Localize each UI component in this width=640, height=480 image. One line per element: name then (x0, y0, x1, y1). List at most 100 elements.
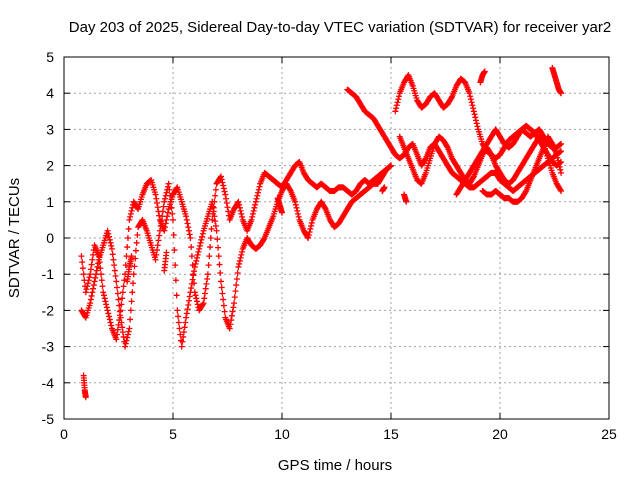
data-point (196, 245, 203, 252)
data-point (471, 111, 478, 118)
data-point (159, 213, 166, 220)
data-point (183, 216, 190, 223)
data-point (112, 273, 119, 280)
data-point (232, 288, 239, 295)
data-point (170, 231, 177, 238)
data-point (101, 295, 108, 302)
data-point (228, 317, 235, 324)
data-point (198, 236, 205, 243)
data-point (187, 235, 194, 241)
data-point (89, 289, 96, 296)
data-point (125, 225, 132, 232)
data-point (108, 242, 115, 249)
data-point (111, 267, 118, 274)
data-point (131, 263, 138, 270)
data-point (160, 203, 167, 210)
data-point (220, 302, 227, 309)
data-point (84, 280, 91, 287)
data-point (194, 301, 201, 308)
data-point (100, 289, 107, 296)
data-point (201, 290, 208, 297)
data-point (388, 162, 394, 169)
data-point (553, 151, 560, 158)
data-point (128, 298, 135, 305)
data-point (165, 180, 172, 187)
data-point (213, 227, 220, 234)
data-point (83, 286, 90, 293)
data-point (470, 108, 477, 115)
series-track-a (78, 158, 394, 343)
data-point (254, 192, 261, 199)
data-point (193, 298, 200, 305)
data-point (152, 191, 159, 198)
data-point (236, 260, 243, 267)
data-point (80, 271, 87, 278)
data-point (89, 256, 96, 263)
data-point (212, 218, 219, 225)
data-point (221, 308, 228, 315)
data-point (223, 200, 230, 207)
data-point (473, 117, 480, 124)
data-point (209, 216, 216, 223)
data-point (95, 260, 102, 267)
data-point (193, 254, 200, 261)
data-point (167, 192, 174, 199)
data-point (133, 239, 140, 246)
data-point (173, 292, 180, 299)
data-point (235, 263, 242, 270)
data-point (306, 228, 313, 235)
data-point (109, 251, 116, 258)
data-point (87, 271, 94, 278)
data-point (557, 166, 564, 173)
data-point (192, 292, 199, 299)
data-point (127, 307, 134, 314)
data-point (236, 257, 243, 264)
data-point (114, 290, 121, 297)
data-point (124, 331, 131, 338)
data-point (87, 300, 94, 307)
data-point (473, 120, 480, 127)
series-track-d (392, 72, 565, 162)
data-point (189, 276, 196, 283)
data-point (208, 225, 215, 232)
data-point (122, 343, 129, 350)
data-point (188, 253, 195, 260)
data-point (183, 310, 190, 317)
data-point (234, 269, 241, 276)
data-point (162, 224, 169, 231)
data-point (181, 324, 188, 331)
data-point (180, 333, 187, 340)
data-point (127, 316, 134, 323)
data-point (292, 201, 299, 208)
plot-points (78, 64, 565, 401)
data-point (227, 321, 234, 328)
x-tick-label: 15 (383, 426, 399, 442)
data-point (164, 209, 171, 216)
data-point (305, 235, 312, 241)
data-point (239, 248, 246, 255)
data-point (211, 213, 218, 220)
data-point (218, 284, 225, 291)
data-point (125, 328, 132, 335)
data-point (88, 292, 95, 299)
chart-title: Day 203 of 2025, Sidereal Day-to-day VTE… (69, 19, 611, 36)
x-tick-label: 20 (492, 426, 508, 442)
data-point (127, 210, 134, 217)
data-point (104, 307, 111, 314)
data-point (98, 271, 105, 278)
data-point (90, 282, 97, 289)
data-point (156, 232, 163, 239)
x-axis: 0 5 10 15 20 25 (60, 57, 617, 442)
data-point (178, 343, 185, 350)
data-point (237, 254, 244, 261)
data-point (167, 198, 174, 205)
data-point (123, 253, 130, 260)
data-point (393, 105, 400, 112)
data-point (118, 319, 125, 326)
data-point (79, 265, 86, 272)
data-point (292, 198, 299, 205)
data-point (188, 285, 195, 292)
data-point (126, 216, 133, 223)
data-point (186, 231, 193, 238)
data-point (119, 295, 126, 302)
